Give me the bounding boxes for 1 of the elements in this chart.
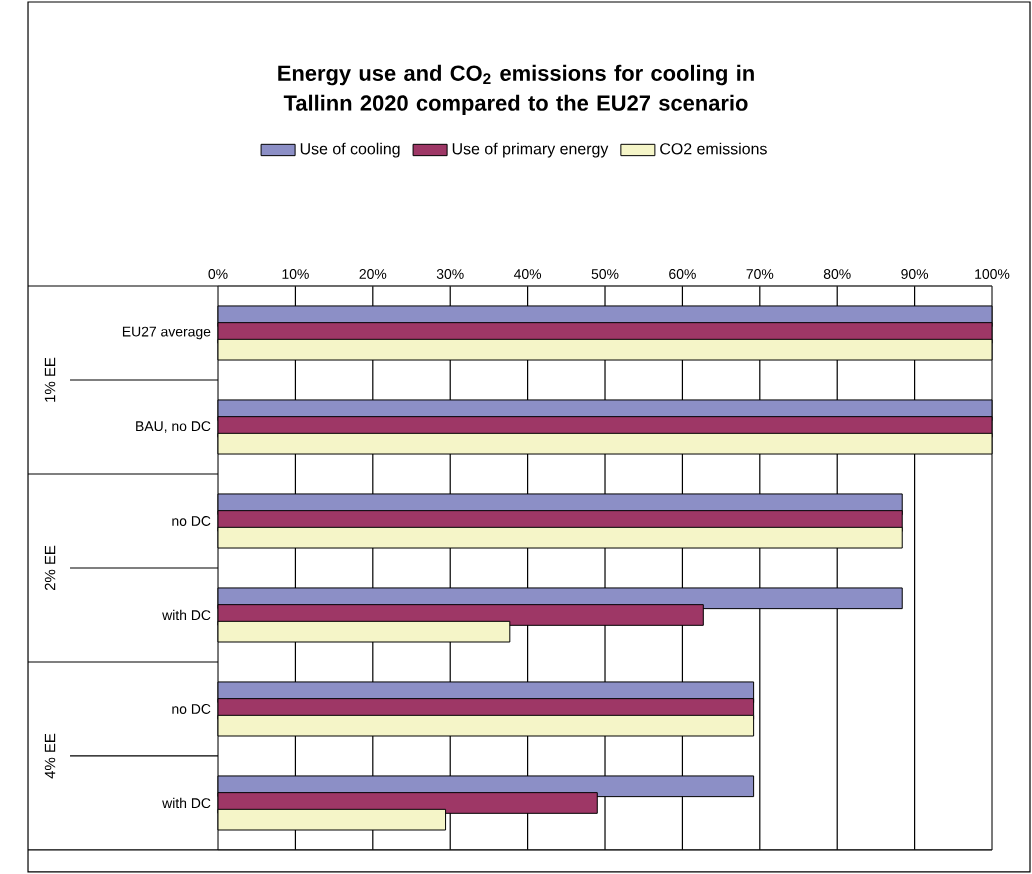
- chart-title: Energy use and CO$_{2}$ emissions for cooling in Tallinn 2020 compared to the EU27 scenario: [278, 64, 754, 116]
